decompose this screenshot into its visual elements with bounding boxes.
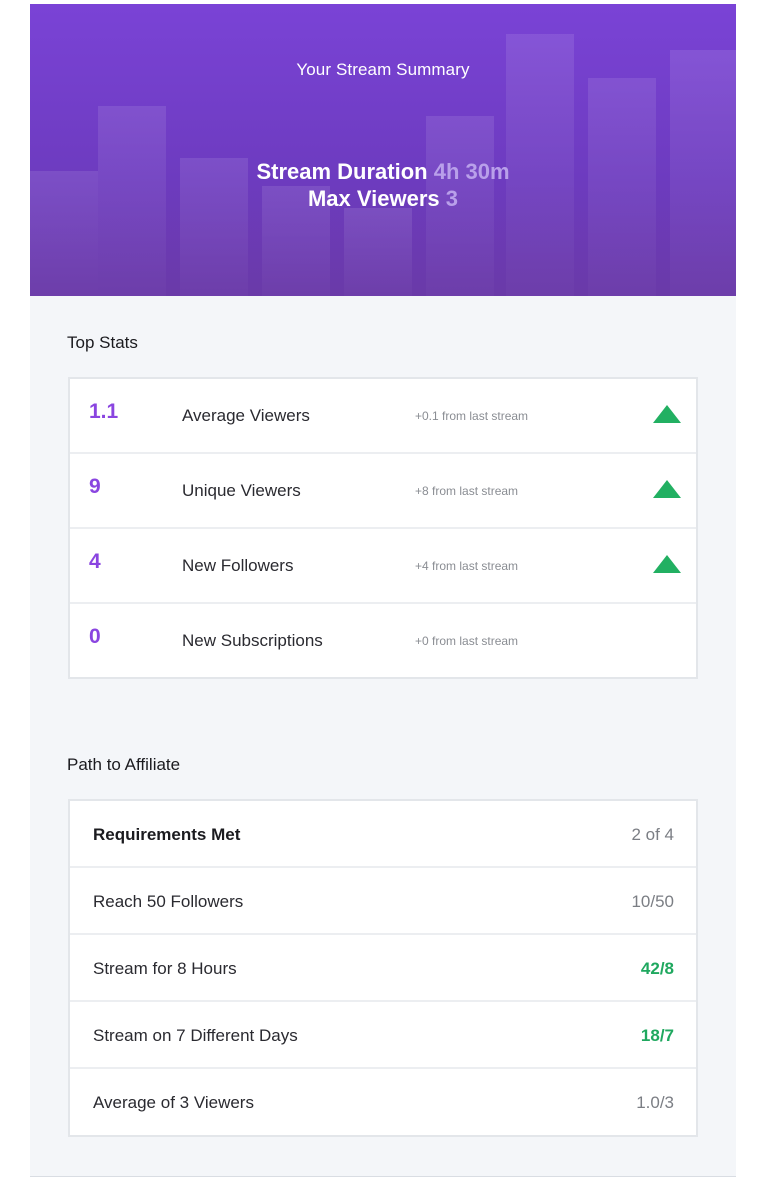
- stat-row-new-followers: 4 New Followers +4 from last stream: [70, 529, 696, 604]
- stat-value: 0: [89, 625, 101, 648]
- requirement-row-days: Stream on 7 Different Days 18/7: [70, 1002, 696, 1069]
- stream-duration-value: 4h 30m: [433, 159, 510, 184]
- stat-value: 1.1: [89, 400, 119, 423]
- triangle-up-icon: [653, 405, 681, 423]
- hero-decor-bar: [506, 34, 574, 296]
- stat-label: New Followers: [182, 556, 294, 575]
- requirement-label: Stream on 7 Different Days: [93, 1026, 298, 1045]
- summary-hero-banner: Your Stream Summary Stream Duration 4h 3…: [30, 4, 736, 296]
- stat-delta: +8 from last stream: [415, 484, 519, 498]
- requirement-progress: 42/8: [640, 959, 674, 978]
- stat-value: 4: [89, 550, 101, 573]
- requirement-row-hours: Stream for 8 Hours 42/8: [70, 935, 696, 1002]
- requirement-progress: 1.0/3: [636, 1093, 674, 1112]
- max-viewers: Max Viewers 3: [30, 186, 736, 212]
- triangle-up-icon: [653, 555, 681, 573]
- stat-delta: +0.1 from last stream: [415, 409, 529, 423]
- stat-label: Average Viewers: [182, 406, 310, 425]
- hero-decor-bar: [344, 208, 412, 296]
- stream-duration: Stream Duration 4h 30m: [30, 159, 736, 185]
- requirements-met-value: 2 of 4: [631, 825, 674, 844]
- hero-decor-bar: [262, 186, 330, 296]
- stream-summary-page: Your Stream Summary Stream Duration 4h 3…: [30, 4, 736, 1177]
- hero-decor-bar: [426, 116, 494, 296]
- top-stats-heading: Top Stats: [67, 333, 138, 352]
- hero-decor-bar: [670, 50, 736, 296]
- top-stats-card: 1.1 Average Viewers +0.1 from last strea…: [68, 377, 698, 679]
- stream-duration-label: Stream Duration: [256, 159, 428, 184]
- stat-row-average-viewers: 1.1 Average Viewers +0.1 from last strea…: [70, 379, 696, 454]
- stat-delta: +4 from last stream: [415, 559, 519, 573]
- requirement-label: Average of 3 Viewers: [93, 1093, 254, 1112]
- requirements-met-row: Requirements Met 2 of 4: [70, 801, 696, 868]
- requirement-row-followers: Reach 50 Followers 10/50: [70, 868, 696, 935]
- requirement-progress: 18/7: [640, 1026, 674, 1045]
- triangle-up-icon: [653, 480, 681, 498]
- stat-delta: +0 from last stream: [415, 634, 519, 648]
- affiliate-requirements-card: Requirements Met 2 of 4 Reach 50 Followe…: [68, 799, 698, 1137]
- requirement-progress: 10/50: [631, 892, 674, 911]
- requirement-label: Stream for 8 Hours: [93, 959, 237, 978]
- requirement-row-average-viewers: Average of 3 Viewers 1.0/3: [70, 1069, 696, 1136]
- stat-label: Unique Viewers: [182, 481, 301, 500]
- max-viewers-label: Max Viewers: [307, 186, 440, 211]
- stat-row-unique-viewers: 9 Unique Viewers +8 from last stream: [70, 454, 696, 529]
- requirement-label: Reach 50 Followers: [93, 892, 244, 911]
- hero-decor-bar: [30, 171, 98, 296]
- hero-decor-bar: [98, 106, 166, 296]
- hero-decor-bar: [180, 158, 248, 296]
- stat-row-new-subscriptions: 0 New Subscriptions +0 from last stream: [70, 604, 696, 679]
- stat-label: New Subscriptions: [182, 631, 323, 650]
- requirements-met-label: Requirements Met: [93, 825, 241, 844]
- stat-value: 9: [89, 475, 101, 498]
- path-to-affiliate-heading: Path to Affiliate: [67, 755, 181, 774]
- hero-title: Your Stream Summary: [296, 60, 470, 79]
- max-viewers-value: 3: [445, 186, 459, 211]
- hero-decor-bar: [588, 78, 656, 296]
